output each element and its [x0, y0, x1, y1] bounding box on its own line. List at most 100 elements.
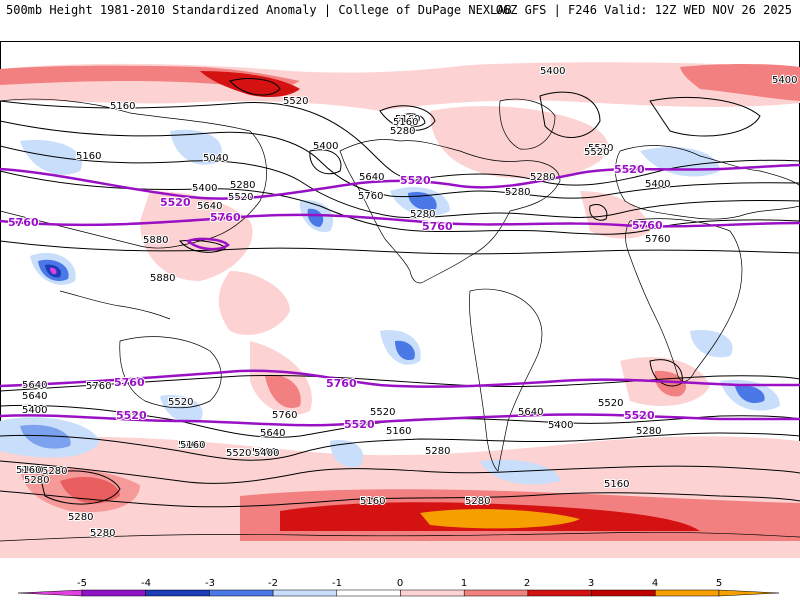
contour-label: 5280: [24, 475, 49, 486]
continent-asia: [0, 98, 267, 249]
highlight-contours: [0, 163, 800, 427]
continent-indonesia: [59, 290, 171, 320]
highlight-label: 5760: [422, 220, 453, 233]
contour-closed: [649, 97, 761, 137]
contour-label: 5160: [18, 465, 43, 476]
continent-australia: [119, 336, 222, 409]
highlight-label: 5520: [614, 163, 645, 176]
colorbar-tick: 0: [397, 578, 403, 589]
anomaly-region: [735, 385, 765, 404]
anomaly-region: [140, 191, 253, 281]
contour-labels: 5400 5520 5400 5160 5280 5160 5520 5040 …: [15, 65, 798, 540]
anomaly-map: 5400 5520 5400 5160 5280 5160 5520 5040 …: [0, 41, 800, 558]
contour-closed: [39, 470, 121, 505]
anomaly-region: [50, 267, 57, 275]
contour-label: 5160: [178, 440, 203, 451]
anomaly-region: [330, 440, 364, 468]
contour-closed: [179, 240, 226, 253]
contour-label: 5760: [358, 191, 383, 202]
contour-closed: [379, 105, 436, 131]
contour-label: 5400: [645, 179, 670, 190]
contour-label: 5160: [360, 496, 385, 507]
contour-closed: [309, 149, 342, 175]
contour-5760-north: [0, 213, 800, 228]
anomaly-region: [160, 395, 203, 423]
chart-title: 500mb Height 1981-2010 Standardized Anom…: [6, 3, 512, 17]
contour-label: 5280: [636, 426, 661, 437]
colorbar-tick: -1: [332, 578, 342, 589]
colorbar-segment: [463, 589, 529, 597]
contour-label: 5280: [390, 126, 415, 137]
contour-label: 5640: [22, 380, 47, 391]
colorbar-tick: 1: [461, 578, 467, 589]
contour-line: [0, 240, 800, 255]
contour-label: 5160: [395, 114, 420, 125]
contour-label: 5520: [228, 192, 253, 203]
contour-label: 5280: [465, 496, 490, 507]
highlight-label: 5760: [210, 211, 241, 224]
anomaly-colorbar: -5 -4 -3 -2 -1 0 1 2 3 4 5: [17, 578, 780, 597]
contour-label: 5280: [230, 180, 255, 191]
colorbar-tick: -2: [268, 578, 278, 589]
contour-closed: [589, 204, 608, 221]
continent-greenland: [499, 98, 556, 150]
contour-line: [0, 460, 800, 484]
anomaly-region: [430, 106, 608, 179]
colorbar-segment: [400, 589, 465, 597]
contour-label: 5640: [359, 172, 384, 183]
contour-label: 5280: [410, 209, 435, 220]
contour-label: 5520: [370, 407, 395, 418]
contour-label: 5520: [588, 143, 613, 154]
colorbar-segment: [272, 589, 338, 597]
continent-north-america: [339, 139, 561, 284]
contour-closed: [399, 113, 426, 127]
colorbar-cap-low: [17, 589, 83, 597]
contour-closed: [539, 91, 601, 138]
contour-label: 5880: [143, 235, 168, 246]
contour-label: 5280: [636, 425, 661, 436]
contour-line: [0, 374, 800, 392]
contour-label: 5160: [16, 465, 41, 476]
colorbar-ticks: -5 -4 -3 -2 -1 0 1 2 3 4 5: [77, 578, 722, 589]
highlight-label: 5760: [114, 376, 145, 389]
contour-label: 5640: [197, 201, 222, 212]
contour-label: 5880: [150, 273, 175, 284]
contour-closed: [229, 78, 281, 96]
contour-label: 5400: [540, 66, 565, 77]
contour-label: 5280: [425, 446, 450, 457]
contour-label: 5760: [86, 381, 111, 392]
colorbar-segment: [591, 589, 656, 597]
colorbar-cap-high: [718, 589, 780, 597]
anomaly-region: [307, 208, 324, 227]
colorbar-tick: 5: [716, 578, 722, 589]
colorbar-tick: 3: [588, 578, 594, 589]
anomaly-region: [690, 330, 733, 358]
colorbar-segment: [655, 589, 720, 597]
colorbar-segment: [336, 589, 401, 597]
colorbar-tick: 2: [524, 578, 530, 589]
continent-europe: [615, 145, 800, 220]
contour-line: [0, 145, 800, 219]
anomaly-region: [200, 71, 300, 97]
colorbar-tick: -4: [141, 578, 151, 589]
contour-5520-south: [0, 413, 800, 427]
contour-label: 5520: [226, 448, 251, 459]
contour-label: 5760: [645, 234, 670, 245]
contour-label: 5520: [584, 147, 609, 158]
highlight-label: 5760: [8, 216, 39, 229]
contour-label: 5400: [252, 447, 277, 458]
contour-label: 5160: [180, 440, 205, 451]
colorbar-segment: [209, 589, 274, 597]
anomaly-region: [218, 271, 290, 335]
contour-5880-loop: [185, 237, 230, 251]
highlight-label: 5520: [160, 196, 191, 209]
contour-label: 5160: [386, 426, 411, 437]
contour-label: 5160: [76, 151, 101, 162]
anomaly-shading: [0, 62, 800, 558]
anomaly-region: [170, 129, 222, 165]
contour-line: [0, 490, 800, 508]
colorbar-tick: -5: [77, 578, 87, 589]
anomaly-region: [420, 509, 580, 529]
colorbar-segment: [527, 589, 592, 597]
contour-label: 5640: [518, 407, 543, 418]
